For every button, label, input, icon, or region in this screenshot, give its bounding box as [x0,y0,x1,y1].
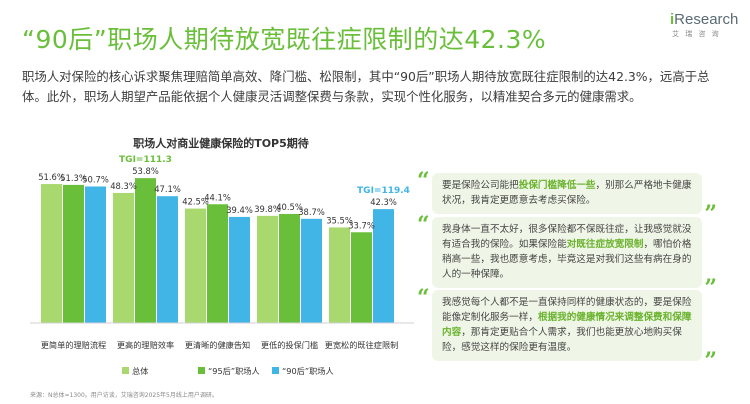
bar [329,227,350,323]
data-label: 35.5% [326,215,353,225]
open-quote-icon: “ [417,168,430,194]
data-label: 42.3% [370,197,397,207]
data-label: 39.8% [254,204,281,214]
page-subtitle: 职场人对保险的核心诉求聚焦理赔简单高效、降门槛、松限制，其中“90后”职场人期待… [22,69,710,104]
data-label: 38.7% [298,207,325,217]
quote-segment: ，那肯定更贴合个人需求，我们也能更放心地购买保险，感觉这样的保险更有温度。 [442,327,682,353]
close-quote-icon: ” [704,201,717,227]
quote-segment: ，哪怕价格稍高一些，我也愿意考虑，毕竟这是对我们这些有病在身的人的一种保障。 [442,239,692,280]
source-footnote: 来源：N总体=1300。用户访谈，艾瑞咨询2025年5月线上用户调研。 [30,392,218,399]
data-label: 50.7% [82,175,109,185]
quote-highlight: 对既往症放宽限制 [566,239,644,250]
bar [351,232,372,323]
data-label: 44.1% [204,192,231,202]
data-label: 40.5% [276,202,303,212]
data-label: 39.4% [226,205,253,215]
data-label: 53.8% [132,166,159,176]
bar [113,192,134,323]
tgi-annotation: TGI=119.4 [357,186,410,196]
quote-segment: 我身体一直不太好，很多保险都不保既往症，让我感觉就没有适合我的保险。如果保险能 [442,224,692,250]
quote-text: 我感觉每个人都不是一直保持同样的健康状态的，要是保险能像定制化服务一样，根据我的… [442,295,692,355]
bar [157,196,178,323]
data-label: 33.7% [348,220,375,230]
legend-label: “90后”职场人 [282,366,334,376]
bar [41,184,62,323]
bar [279,213,300,323]
legend-label: “95后”职场人 [208,366,260,376]
bar [207,204,228,323]
quote-segment: 要是保险公司能把 [442,180,519,191]
category-label: 更宽松的既往症限制 [325,340,399,350]
quote-segment: ，别那么严格地卡健康状况，我肯定更愿意去考虑买保险。 [442,180,692,206]
logo-word: Research [674,11,739,28]
quote-highlight: 投保门槛降低一些 [518,180,596,191]
open-quote-icon: “ [417,212,430,238]
category-label: 更低的投保门槛 [261,340,318,350]
quote-segment: 我感觉每个人都不是一直保持同样的健康状态的，要是保险能像定制化服务一样， [442,297,692,323]
quote-text: 我身体一直不太好，很多保险都不保既往症，让我感觉就没有适合我的保险。如果保险能对… [442,222,692,282]
tgi-annotation: TGI=111.3 [119,155,172,165]
bar [135,178,156,323]
bar [85,186,106,323]
data-label: 51.3% [60,173,87,183]
chart-title: 职场人对商业健康保险的TOP5期待 [133,136,309,150]
data-label: 51.6% [38,172,65,182]
bar [257,215,278,323]
legend-label: 总体 [132,366,148,376]
category-label: 更简单的理赔流程 [41,340,107,350]
bar [301,218,322,323]
logo-i: i [670,11,675,28]
quote-card: “ ” 我感觉每个人都不是一直保持同样的健康状态的，要是保险能像定制化服务一样，… [417,287,717,372]
quote-card: “ ” 要是保险公司能把投保门槛降低一些，别那么严格地卡健康状况，我肯定更愿意去… [417,170,717,225]
legend-swatch [122,367,129,374]
open-quote-icon: “ [417,285,430,311]
data-label: 47.1% [154,184,181,194]
data-label: 42.5% [182,197,209,207]
bar [229,216,250,323]
quote-highlight: 根据我的健康情况来调整保费和保障内容 [442,312,692,338]
category-label: 更高的理赔效率 [117,340,174,350]
iresearch-logo: iResearch 艾 瑞 咨 询 [670,12,740,39]
bar [185,208,206,323]
bar [373,209,394,323]
legend-swatch [272,367,279,374]
close-quote-icon: ” [704,275,717,301]
quote-text: 要是保险公司能把投保门槛降低一些，别那么严格地卡健康状况，我肯定更愿意去考虑买保… [442,178,692,208]
page-title: “90后”职场人期待放宽既往症限制的达42.3% [22,25,547,54]
bar [63,184,84,323]
logo-subtitle: 艾 瑞 咨 询 [672,30,721,38]
legend-swatch [198,367,205,374]
data-label: 48.3% [110,181,137,191]
quote-card: “ ” 我身体一直不太好，很多保险都不保既往症，让我感觉就没有适合我的保险。如果… [417,214,717,299]
category-label: 更清晰的健康告知 [185,340,251,350]
close-quote-icon: ” [704,348,717,374]
